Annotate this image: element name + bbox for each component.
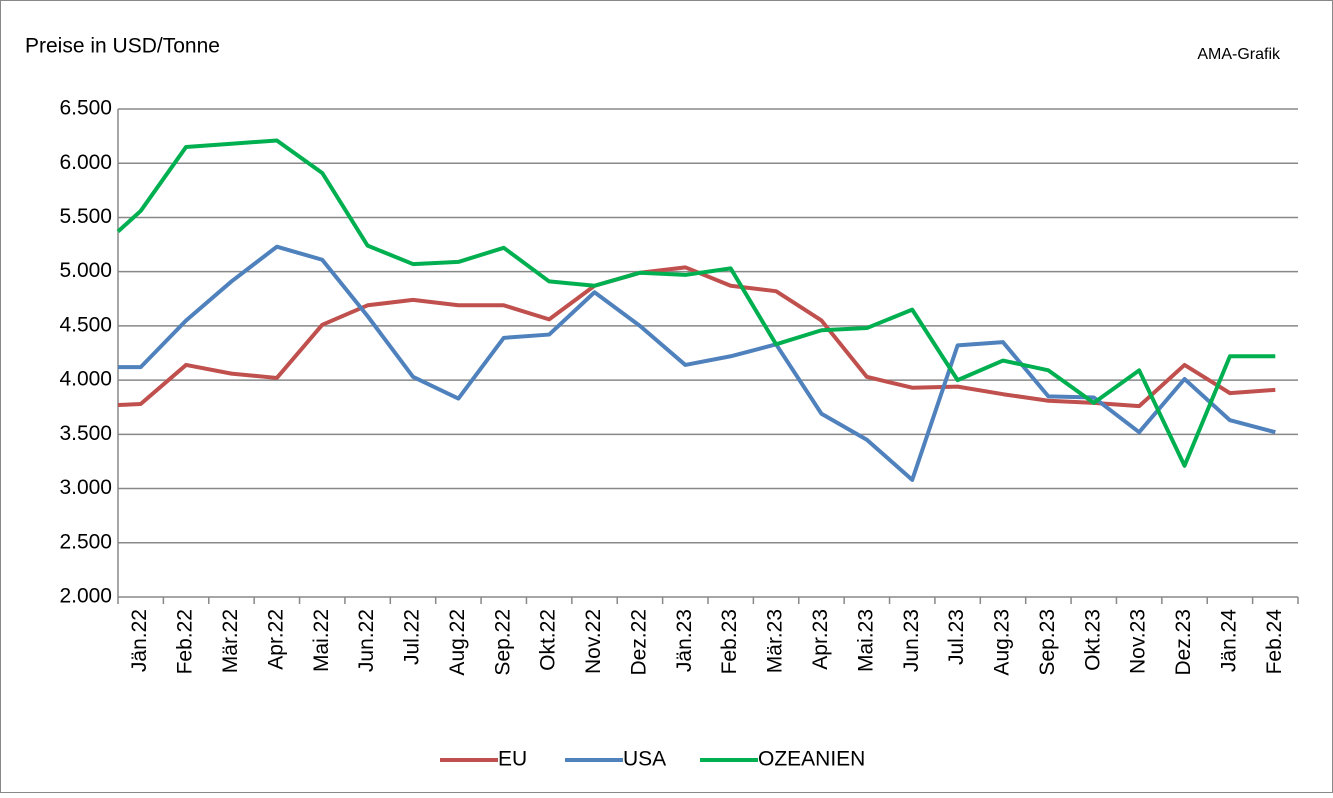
x-tick-label: Feb.22 [174,609,197,674]
series-line [117,265,1276,409]
x-tick-label: Feb.24 [1263,609,1286,675]
x-tick-label: Aug.22 [446,609,469,676]
series-line [116,138,1276,468]
y-tick-label: 2.000 [59,585,112,608]
x-tick-label: Mär.23 [764,609,787,673]
x-tick-label: Nov.23 [1127,609,1150,674]
y-tick-label: 3.500 [59,422,112,445]
x-tick-label: Apr.22 [264,609,287,670]
y-tick-label: 4.000 [59,368,112,391]
x-tick-label: Mai.22 [310,609,333,672]
legend-label: OZEANIEN [758,748,865,771]
x-tick-label: Jul.23 [945,609,968,665]
x-tick-label: Sep.23 [1036,609,1059,676]
x-tick-label: Jun.22 [355,609,378,672]
x-tick-label: Jul.22 [401,609,424,665]
x-tick-label: Okt.22 [537,609,560,671]
x-tick-label: Nov.22 [582,609,605,674]
x-tick-label: Jun.23 [900,609,923,672]
y-tick-label: 6.000 [59,151,112,174]
legend-label: USA [623,748,666,771]
x-tick-label: Mär.22 [219,609,242,673]
legend-label: EU [498,748,527,771]
y-tick-label: 4.500 [59,313,112,336]
y-tick-label: 5.500 [59,205,112,228]
x-tick-label: Dez.23 [1172,609,1195,676]
source-note: AMA-Grafik [1197,46,1281,63]
y-tick-label: 3.000 [59,476,112,499]
x-tick-label: Jän.24 [1217,609,1240,672]
x-tick-label: Sep.22 [491,609,514,676]
x-tick-label: Okt.23 [1081,609,1104,671]
x-tick-label: Apr.23 [809,609,832,670]
y-tick-label: 2.500 [59,530,112,553]
y-tick-label: 6.500 [59,97,112,120]
x-tick-label: Jän.22 [128,609,151,672]
x-tick-label: Feb.23 [718,609,741,674]
x-tick-label: Dez.22 [627,609,650,676]
x-tick-label: Jän.23 [673,609,696,672]
y-tick-label: 5.000 [59,259,112,282]
x-tick-label: Mai.23 [854,609,877,672]
chart-title: Preise in USD/Tonne [25,35,220,58]
x-tick-label: Aug.23 [991,609,1014,676]
series-line [118,244,1276,482]
